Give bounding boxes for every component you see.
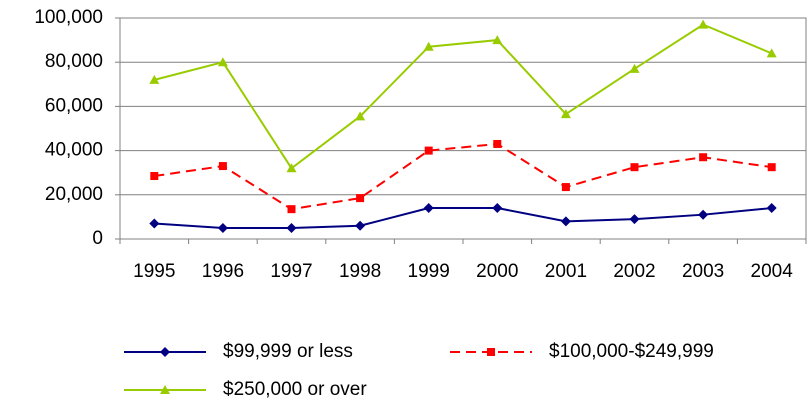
legend-label: $100,000-$249,999 xyxy=(549,341,714,362)
marker xyxy=(423,41,434,51)
marker xyxy=(561,183,570,192)
legend-label: $99,999 or less xyxy=(223,341,353,362)
x-tick-label: 1999 xyxy=(408,261,450,282)
y-tick-label: 100,000 xyxy=(34,7,103,28)
x-tick-label: 2002 xyxy=(613,261,655,282)
marker xyxy=(766,48,777,58)
marker xyxy=(424,146,433,155)
marker xyxy=(286,163,297,173)
marker xyxy=(355,111,366,121)
plot-border xyxy=(119,17,807,240)
marker xyxy=(149,74,160,84)
x-tick-label: 1996 xyxy=(202,261,244,282)
marker xyxy=(150,172,159,181)
marker xyxy=(767,163,776,172)
series-line xyxy=(154,207,772,229)
marker xyxy=(698,19,709,29)
marker xyxy=(629,214,640,225)
x-tick-label: 2003 xyxy=(682,261,724,282)
y-tick-label: 0 xyxy=(92,228,103,249)
y-tick-label: 40,000 xyxy=(45,140,103,161)
marker xyxy=(160,385,170,394)
marker xyxy=(217,57,228,67)
marker xyxy=(487,348,495,356)
x-tick-label: 1997 xyxy=(270,261,312,282)
y-tick-label: 80,000 xyxy=(45,51,103,72)
x-tick-label: 1998 xyxy=(339,261,381,282)
marker xyxy=(287,205,296,214)
y-tick-label: 60,000 xyxy=(45,95,103,116)
marker xyxy=(560,109,571,119)
legend-label: $250,000 or over xyxy=(223,379,367,400)
y-tick-label: 20,000 xyxy=(45,184,103,205)
marker xyxy=(356,194,365,203)
marker xyxy=(492,35,503,45)
marker xyxy=(699,153,708,162)
x-tick-label: 2001 xyxy=(545,261,587,282)
series-line xyxy=(154,23,773,170)
marker xyxy=(492,203,503,214)
marker xyxy=(355,220,366,231)
marker xyxy=(217,222,228,233)
marker xyxy=(149,218,160,229)
x-tick-label: 1995 xyxy=(133,261,175,282)
marker xyxy=(218,162,227,171)
marker xyxy=(766,203,777,214)
marker xyxy=(286,222,297,233)
marker xyxy=(629,63,640,73)
marker xyxy=(423,203,434,214)
marker xyxy=(160,347,170,357)
marker xyxy=(630,163,639,172)
x-tick-label: 2004 xyxy=(751,261,794,282)
series-line xyxy=(154,142,772,211)
marker xyxy=(560,216,571,227)
marker xyxy=(698,209,709,220)
marker xyxy=(493,139,502,148)
x-tick-label: 2000 xyxy=(476,261,518,282)
